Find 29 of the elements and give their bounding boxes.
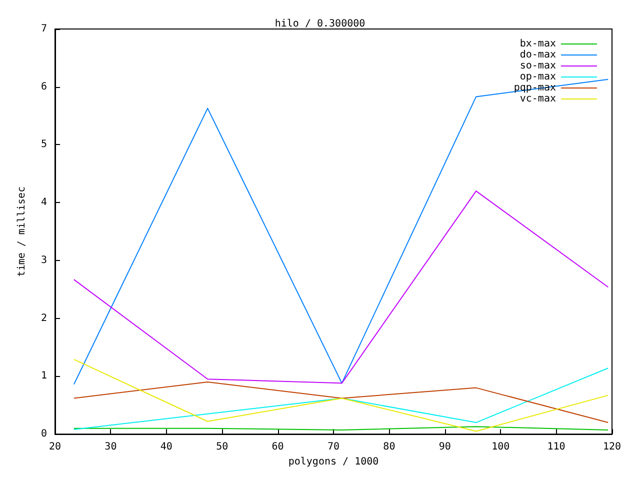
- line-series: [73, 190, 609, 384]
- y-tick-label: 6: [40, 81, 47, 92]
- x-tick-label: 30: [104, 442, 117, 453]
- y-tick-label: 7: [40, 24, 47, 34]
- y-tick-label: 2: [40, 312, 47, 324]
- x-tick-label: 20: [48, 442, 62, 453]
- chart-title: hilo / 0.300000: [274, 18, 366, 30]
- legend-label: so-max: [520, 60, 556, 72]
- y-tick-label: 1: [40, 370, 47, 382]
- legend-label: bx-max: [520, 38, 556, 50]
- x-tick-label: 90: [438, 442, 451, 453]
- x-tick-label: 50: [216, 442, 228, 453]
- legend-label: op-max: [520, 72, 556, 82]
- x-tick-label: 40: [160, 442, 172, 453]
- x-tick-label: 60: [272, 442, 284, 453]
- y-tick-label: 5: [40, 139, 47, 150]
- legend-label: do-max: [520, 50, 556, 60]
- x-tick-label: 110: [547, 442, 566, 453]
- y-axis-title: time / millisec: [16, 186, 28, 277]
- x-tick-label: 100: [492, 442, 510, 453]
- legend-label: vc-max: [520, 94, 556, 104]
- y-tick-label: 3: [40, 254, 47, 266]
- x-tick-label: 80: [383, 442, 396, 453]
- y-tick-label: 4: [40, 197, 47, 208]
- x-tick-label: 70: [327, 442, 340, 453]
- x-tick-label: 120: [602, 442, 622, 453]
- y-tick-label: 0: [40, 428, 47, 440]
- x-axis-title: polygons / 1000: [288, 456, 379, 468]
- line-series: [73, 382, 609, 424]
